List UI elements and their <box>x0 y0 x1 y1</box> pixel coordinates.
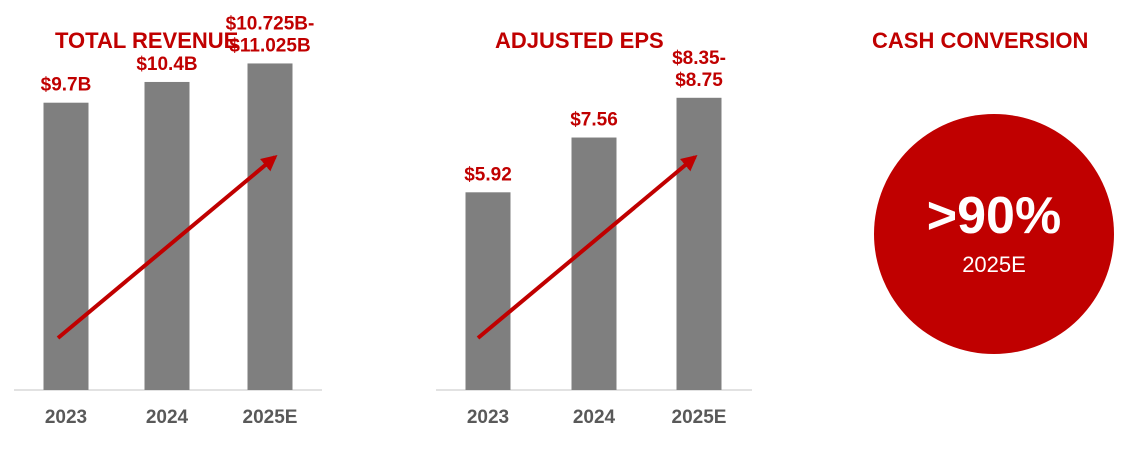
bar-2023 <box>43 102 89 390</box>
tick-label-2025E: 2025E <box>672 407 727 428</box>
data-label: $10.4B <box>136 54 197 75</box>
revenue-chart: $9.7B 2023 $10.4B 2024 $10.725B-$11.025B 2025… <box>14 13 322 428</box>
tick-label-2023: 2023 <box>467 407 509 428</box>
tick-label-2024: 2024 <box>573 407 616 428</box>
bar-2023 <box>465 192 511 390</box>
cash-conversion-title: CASH CONVERSION <box>872 28 1089 53</box>
tick-label-2025E: 2025E <box>243 407 298 428</box>
data-label: $9.7B <box>41 75 92 96</box>
data-label: $11.025B <box>229 35 310 56</box>
data-label: $10.725B- <box>226 13 315 34</box>
data-label: $8.75 <box>675 70 723 91</box>
bar-2024 <box>571 137 617 390</box>
bar-2025E <box>247 63 293 390</box>
bar-2025E <box>676 97 722 390</box>
revenue-title: TOTAL REVENUE <box>55 28 239 53</box>
tick-label-2024: 2024 <box>146 407 189 428</box>
data-label: $7.56 <box>570 110 618 131</box>
trend-arrow <box>476 154 698 340</box>
data-label: $8.35- <box>672 48 726 69</box>
trend-arrow <box>56 154 278 340</box>
cash-conversion-sublabel: 2025E <box>962 252 1026 277</box>
eps-title: ADJUSTED EPS <box>495 28 664 53</box>
eps-chart: $5.92 2023 $7.56 2024 $8.35-$8.75 2025E <box>436 48 752 428</box>
cash-conversion-circle: >90% 2025E <box>874 114 1114 354</box>
tick-label-2023: 2023 <box>45 407 87 428</box>
data-label: $5.92 <box>464 164 512 185</box>
cash-conversion-value: >90% <box>926 187 1062 245</box>
